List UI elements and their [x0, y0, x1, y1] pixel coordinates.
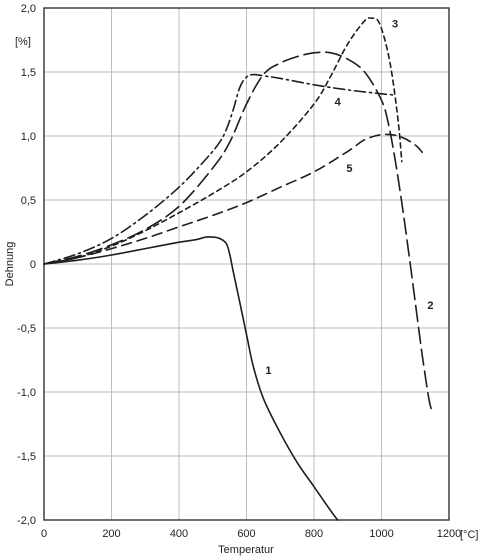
series-3-label: 3: [392, 18, 398, 30]
y-tick-label: 2,0: [21, 3, 36, 15]
tick-labels: 0 200 400 600 800 1000 1200 2,0 1,5 1,0 0,5 0 -0,5 -1…: [17, 3, 461, 540]
y-axis-title: Dehnung: [4, 242, 16, 287]
series-2-label: 2: [427, 300, 433, 312]
x-tick-label: 600: [237, 528, 255, 540]
x-tick-label: 800: [305, 528, 323, 540]
series-4-label: 4: [335, 96, 342, 108]
x-tick-label: 400: [170, 528, 188, 540]
grid-lines: [44, 8, 449, 520]
y-tick-label: -1,5: [17, 451, 36, 463]
y-tick-label: -2,0: [17, 515, 36, 527]
series-2-line: [43, 51, 433, 412]
y-axis-unit: [%]: [15, 36, 31, 48]
series-1-line: [43, 236, 339, 521]
y-tick-label: -1,0: [17, 387, 36, 399]
series-5-line: [43, 133, 427, 265]
x-tick-label: 1000: [369, 528, 393, 540]
y-tick-label: 1,5: [21, 67, 36, 79]
y-tick-label: 0,5: [21, 195, 36, 207]
y-tick-label: -0,5: [17, 323, 36, 335]
series-1-label: 1: [265, 365, 271, 377]
x-tick-label: 0: [41, 528, 47, 540]
series-labels: 1 2 3 4 5: [265, 18, 433, 377]
series-4-line: [43, 73, 396, 265]
x-tick-label: 200: [102, 528, 120, 540]
y-tick-label: 1,0: [21, 131, 36, 143]
x-axis-title: Temperatur: [218, 544, 274, 556]
series-5-label: 5: [346, 163, 352, 175]
series-3-line: [43, 17, 403, 265]
data-series: [43, 17, 433, 521]
x-tick-label: 1200: [437, 528, 461, 540]
x-axis-unit: [°C]: [460, 529, 478, 541]
y-tick-label: 0: [30, 259, 36, 271]
